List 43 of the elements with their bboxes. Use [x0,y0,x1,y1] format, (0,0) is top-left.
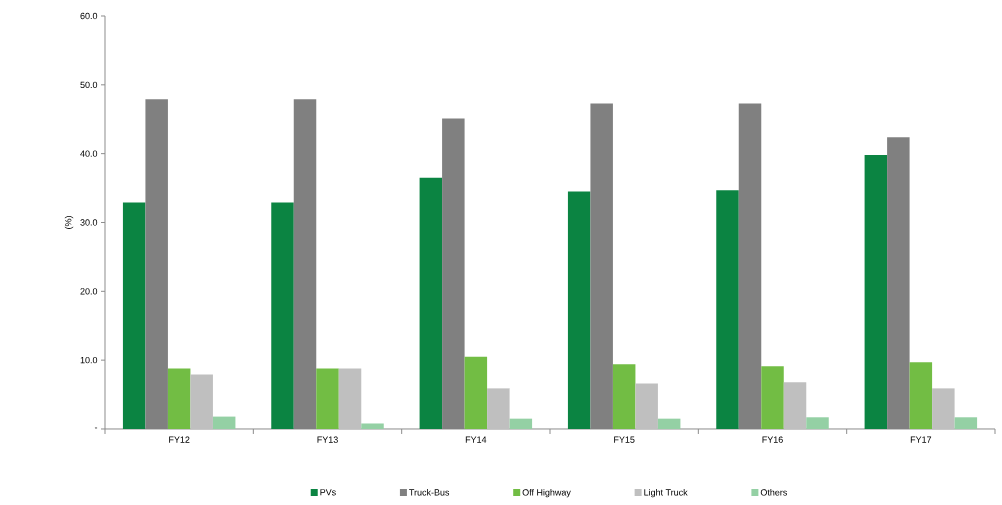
bar [932,388,955,429]
bar [864,155,888,429]
bar [612,364,636,429]
bar [190,374,213,429]
y-tick-label: 50.0 [80,81,98,88]
y-tick-label: 30.0 [80,219,98,226]
bar [783,382,807,429]
bar [338,368,362,429]
bar [122,202,146,429]
x-tick-label: FY16 [762,436,783,443]
bar [761,366,784,429]
bar [635,383,658,429]
legend-label: PVs [320,489,336,496]
bar [361,423,384,429]
bar [464,356,488,429]
y-tick-label: 60.0 [80,12,98,20]
legend-label: Off Highway [522,489,571,498]
y-axis-title: (%) [64,216,74,229]
bar [487,388,510,429]
bar [909,362,933,429]
y-tick-label: - [94,427,98,429]
bar [954,417,978,429]
x-tick-label: FY15 [614,436,635,443]
y-tick-label: 20.0 [80,288,98,295]
bar [316,368,339,429]
bar [271,202,294,429]
x-tick-label: FY13 [317,436,338,443]
x-tick-label: FY14 [465,436,487,443]
legend-label: Others [760,489,787,496]
bar [567,191,591,429]
x-tick-label: FY12 [169,436,190,443]
legend-label: Truck-Bus [409,489,450,496]
bar [419,177,443,429]
bar [657,418,681,429]
legend-label: Light Truck [644,489,688,498]
bar [509,418,533,429]
bar [167,368,191,429]
bar [716,190,739,429]
y-tick-label: 40.0 [80,150,98,157]
y-tick-label: 10.0 [80,356,98,364]
bar [212,416,236,429]
bar [806,417,829,429]
x-tick-label: FY17 [910,436,932,443]
